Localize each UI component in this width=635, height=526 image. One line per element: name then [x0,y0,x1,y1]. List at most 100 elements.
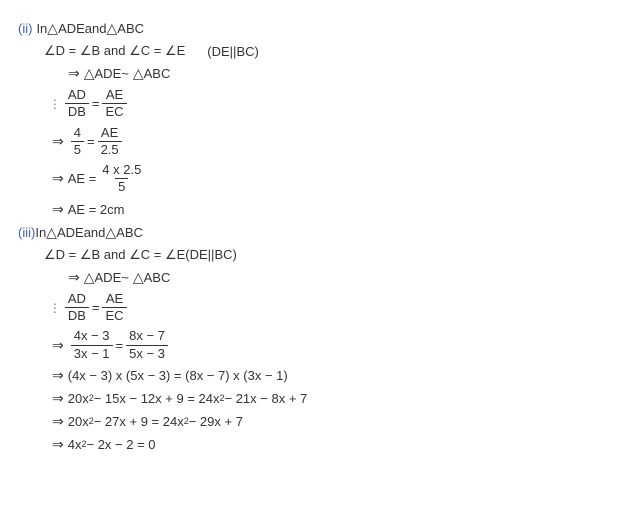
s4c: − 2x − 2 = 0 [86,437,155,452]
part2-similarity: ⇒ △ ADE ~ △ ABC [18,65,617,82]
s2a: 20x [68,391,89,406]
numerator: 4x − 3 [71,329,113,344]
denominator: DB [65,307,89,323]
triangle-icon: △ [107,20,118,37]
numerator: AE [103,292,126,307]
numerator: AE [98,126,121,141]
part3-step1: ⇒ (4x − 3) x (5x − 3) = (8x − 7) x (3x −… [18,367,617,384]
part2-proportion: ●●● AD DB = AE EC [18,88,617,120]
angle-equality: D = ∠B and ∠C = ∠E [56,43,186,59]
triangle-ade: ADE [58,21,85,36]
numerator: AD [65,292,89,307]
denominator: 5 [115,178,128,194]
implies-icon: ⇒ [52,413,64,430]
denominator: 3x − 1 [71,345,113,361]
parallel-note: (DE||BC) [185,247,237,262]
fraction-8x7: 8x − 7 5x − 3 [126,329,168,361]
part3-step3: ⇒ 20x2 − 27x + 9 = 24x2 − 29x + 7 [18,413,617,430]
part3-angle-line: ∠ D = ∠B and ∠C = ∠E (DE||BC) [18,247,617,263]
part3-similarity: ⇒ △ ADE ~ △ ABC [18,269,617,286]
equals: = [87,134,95,149]
sim-left: ADE [95,66,122,81]
fraction-ad-db: AD DB [65,292,89,324]
implies-icon: ⇒ [52,367,64,384]
triangle-abc: ABC [117,21,144,36]
triangle-icon: △ [105,224,116,241]
fraction-ae-ec: AE EC [102,292,126,324]
s2e: − 21x − 8x + 7 [225,391,308,406]
fraction-ae-ec: AE EC [102,88,126,120]
denominator: EC [102,103,126,119]
triangle-abc: ABC [116,225,143,240]
implies-icon: ⇒ [52,337,64,354]
s3c: − 27x + 9 = 24x [94,414,184,429]
equals: = [116,338,124,353]
implies-icon: ⇒ [68,65,80,82]
step1-text: (4x − 3) x (5x − 3) = (8x − 7) x (3x − 1… [68,368,288,383]
result-text: AE = 2cm [68,202,125,217]
part3-proportion: ●●● AD DB = AE EC [18,292,617,324]
equals: = [92,300,100,315]
fraction-ae-25: AE 2.5 [98,126,122,158]
denominator: 5x − 3 [126,345,168,361]
angle-icon: ∠ [44,43,56,59]
part3-substitution: ⇒ 4x − 3 3x − 1 = 8x − 7 5x − 3 [18,329,617,361]
triangle-ade: ADE [57,225,84,240]
similar-icon: ~ [121,270,129,285]
implies-icon: ⇒ [52,390,64,407]
numerator: 4 [71,126,84,141]
fraction-solve: 4 x 2.5 5 [99,163,144,195]
part2-result: ⇒ AE = 2cm [18,201,617,218]
part2-heading: (ii) In △ ADE and △ ABC [18,20,617,37]
part2-substitution: ⇒ 4 5 = AE 2.5 [18,126,617,158]
numerator: AD [65,88,89,103]
triangle-icon: △ [84,269,95,286]
s3e: − 29x + 7 [189,414,243,429]
implies-icon: ⇒ [68,269,80,286]
s2c: − 15x − 12x + 9 = 24x [94,391,220,406]
and-text: and [84,225,106,240]
part3-heading: (iii) In △ ADE and △ ABC [18,224,617,241]
s4a: 4x [68,437,82,452]
part3-marker: (iii) [18,225,35,240]
therefore-icon: ●●● [54,302,56,314]
sim-right: ABC [144,66,171,81]
part2-marker: (ii) [18,21,32,36]
part3-step2: ⇒ 20x2 − 15x − 12x + 9 = 24x2 − 21x − 8x… [18,390,617,407]
therefore-icon: ●●● [54,98,56,110]
part2-solve-ae: ⇒ AE = 4 x 2.5 5 [18,163,617,195]
denominator: DB [65,103,89,119]
equals: = [92,96,100,111]
angle-icon: ∠ [44,247,56,263]
ae-equals: AE = [68,171,97,186]
triangle-icon: △ [47,20,58,37]
part2-angle-line: ∠ D = ∠B and ∠C = ∠E (DE||BC) [18,43,617,59]
numerator: 4 x 2.5 [99,163,144,178]
denominator: EC [102,307,126,323]
triangle-icon: △ [133,65,144,82]
fraction-ad-db: AD DB [65,88,89,120]
numerator: AE [103,88,126,103]
implies-icon: ⇒ [52,170,64,187]
heading-prefix: In [35,225,46,240]
implies-icon: ⇒ [52,436,64,453]
s3a: 20x [68,414,89,429]
similar-icon: ~ [121,66,129,81]
denominator: 5 [71,141,84,157]
angle-equality: D = ∠B and ∠C = ∠E [56,247,186,263]
numerator: 8x − 7 [126,329,168,344]
implies-icon: ⇒ [52,201,64,218]
triangle-icon: △ [84,65,95,82]
triangle-icon: △ [46,224,57,241]
parallel-note: (DE||BC) [207,44,259,59]
denominator: 2.5 [98,141,122,157]
heading-prefix: In [36,21,47,36]
triangle-icon: △ [133,269,144,286]
part3-step4: ⇒ 4x2 − 2x − 2 = 0 [18,436,617,453]
sim-right: ABC [144,270,171,285]
and-text: and [85,21,107,36]
sim-left: ADE [95,270,122,285]
fraction-4x3: 4x − 3 3x − 1 [71,329,113,361]
implies-icon: ⇒ [52,133,64,150]
fraction-4-5: 4 5 [71,126,84,158]
